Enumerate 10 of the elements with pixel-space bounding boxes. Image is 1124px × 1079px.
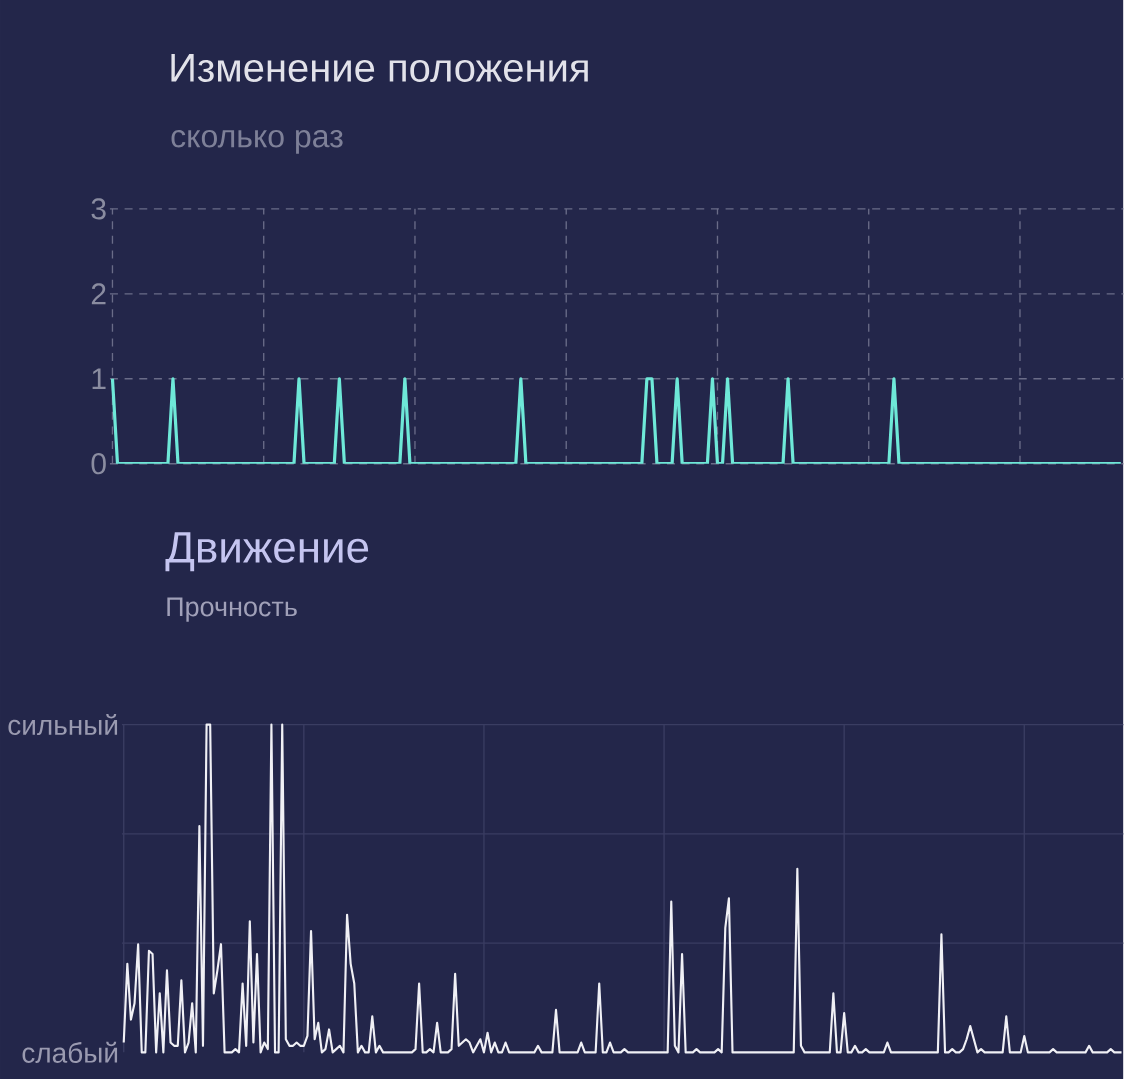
chart-subtitle: Прочность xyxy=(167,597,297,622)
y-tick-label: 3 xyxy=(91,198,106,220)
chart-subtitle: сколько раз xyxy=(171,129,343,154)
y-tick-label: 0 xyxy=(91,452,106,475)
text: сильный xyxy=(8,713,118,735)
chart-title: Изменение положения xyxy=(171,53,588,82)
chart-title: Движение xyxy=(165,531,369,571)
y-tick-label: 2 xyxy=(91,283,106,305)
y-tick-label: 1 xyxy=(92,368,106,389)
text: слабый xyxy=(22,1041,118,1063)
